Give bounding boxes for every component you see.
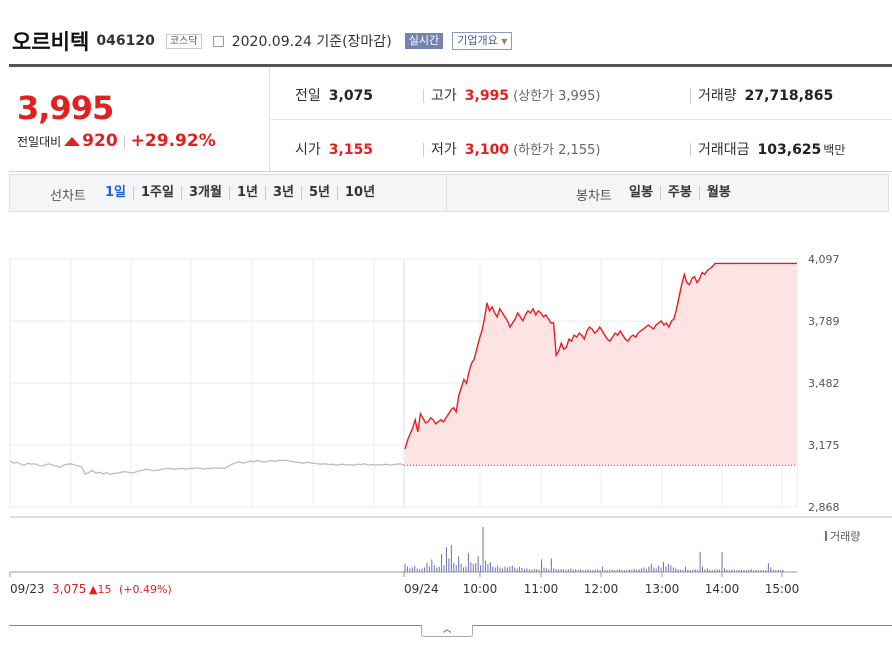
change-percent: +29.92% <box>130 131 216 151</box>
clock-icon <box>212 35 224 47</box>
prev-close-label: 전일 <box>295 88 321 104</box>
candle-chart-label: 봉차트 <box>576 189 612 204</box>
y-tick-label: 4,097 <box>808 253 840 266</box>
row-divider <box>269 119 892 120</box>
tab-daily-candle[interactable]: 일봉 <box>629 185 653 200</box>
price-chart: 4,097 3,789 3,482 3,175 2,868 거래량 09/24 10:00 11… <box>9 253 892 596</box>
prev-close-cell: 전일 3,075 <box>295 85 373 105</box>
volume-legend-label: 거래량 <box>830 530 860 543</box>
amount-label: 거래대금 <box>698 142 750 158</box>
high-label: 고가 <box>431 88 457 104</box>
divider <box>690 89 691 103</box>
tab-10year[interactable]: 10년 <box>337 186 382 200</box>
realtime-button[interactable]: 실시간 <box>404 33 444 49</box>
tab-5year[interactable]: 5년 <box>300 186 337 200</box>
divider <box>123 134 125 149</box>
low-value: 3,100 <box>464 142 510 158</box>
prev-close-value: 3,075 <box>328 88 374 104</box>
volume-legend-swatch <box>825 531 827 541</box>
up-arrow-icon <box>64 137 81 146</box>
price-summary: 3,995 전일대비 920 +29.92% 전일 3,075 고가 3,995 (상한가… <box>9 64 892 172</box>
market-badge: 코스닥 <box>165 33 202 49</box>
high-value: 3,995 <box>464 88 510 104</box>
company-overview-dropdown[interactable]: 기업개요 ▼ <box>452 32 513 50</box>
change-label: 전일대비 <box>17 135 62 149</box>
tab-1year[interactable]: 1년 <box>228 186 265 200</box>
x-tick-label: 11:00 <box>524 582 559 596</box>
open-cell: 시가 3,155 <box>295 139 373 159</box>
x-tick-label: 10:00 <box>463 582 498 596</box>
open-label: 시가 <box>295 142 321 158</box>
tab-1day[interactable]: 1일 <box>105 185 127 200</box>
divider <box>446 175 447 211</box>
prev-day-change-label: ▲15 <box>89 583 111 596</box>
x-tick-label: 09/24 <box>404 582 439 596</box>
divider <box>423 143 424 157</box>
x-tick-label: 12:00 <box>584 582 619 596</box>
tab-weekly-candle[interactable]: 주봉 <box>659 186 699 200</box>
stock-header: 오르비텍 046120 코스닥 2020.09.24 기준(장마감) 실시간 기… <box>12 26 513 54</box>
high-cell: 고가 3,995 (상한가 3,995) <box>431 85 600 105</box>
upper-limit-note: (상한가 3,995) <box>513 89 601 104</box>
lower-limit-note: (하한가 2,155) <box>513 143 601 158</box>
divider <box>690 143 691 157</box>
tab-1week[interactable]: 1주일 <box>133 186 181 200</box>
chevron-down-icon: ▼ <box>501 37 508 46</box>
y-tick-label: 3,482 <box>808 377 840 390</box>
open-value: 3,155 <box>328 142 374 158</box>
prev-day-close-label: 3,075 <box>52 582 86 596</box>
volume-label: 거래량 <box>698 88 737 104</box>
x-tick-label: 09/23 <box>10 582 45 596</box>
candle-chart-tabs: 일봉 주봉 월봉 <box>622 185 738 200</box>
divider <box>423 89 424 103</box>
tab-monthly-candle[interactable]: 월봉 <box>698 186 738 200</box>
current-price-box: 3,995 전일대비 920 +29.92% <box>9 67 270 172</box>
volume-cell: 거래량 27,718,865 <box>698 85 833 105</box>
series-intraday-area <box>405 263 797 466</box>
chevron-up-icon: ︿ <box>442 625 452 635</box>
series-prev-day-line <box>9 459 405 476</box>
tab-3year[interactable]: 3년 <box>264 186 301 200</box>
stock-code: 046120 <box>96 33 155 49</box>
y-tick-label: 2,868 <box>808 501 840 514</box>
change-amount: 920 <box>82 131 118 151</box>
low-label: 저가 <box>431 142 457 158</box>
current-price: 3,995 <box>17 89 114 127</box>
line-chart-label: 선차트 <box>50 189 86 204</box>
series-intraday-line <box>404 262 797 450</box>
y-tick-label: 3,175 <box>808 439 840 452</box>
x-tick-label: 14:00 <box>705 582 740 596</box>
amount-unit: 백만 <box>823 143 846 157</box>
volume-value: 27,718,865 <box>744 88 834 104</box>
low-cell: 저가 3,100 (하한가 2,155) <box>431 139 600 159</box>
chart-period-bar: 선차트 1일 1주일 3개월 1년 3년 5년 10년 봉차트 일봉 주봉 월봉 <box>9 174 889 212</box>
amount-cell: 거래대금 103,625 백만 <box>698 139 845 159</box>
collapse-chart-button[interactable]: ︿ <box>421 625 473 637</box>
x-tick-label: 15:00 <box>765 582 800 596</box>
change-row: 전일대비 920 +29.92% <box>17 131 216 151</box>
tab-3month[interactable]: 3개월 <box>180 186 229 200</box>
stock-name: 오르비텍 <box>12 30 90 54</box>
y-tick-label: 3,789 <box>808 315 840 328</box>
line-chart-tabs: 1일 1주일 3개월 1년 3년 5년 10년 <box>98 185 382 200</box>
amount-value: 103,625 <box>757 142 822 158</box>
x-tick-label: 13:00 <box>645 582 680 596</box>
as-of-text: 2020.09.24 기준(장마감) <box>231 34 392 50</box>
prev-day-pct-label: (+0.49%) <box>119 583 172 596</box>
company-overview-label: 기업개요 <box>457 34 498 47</box>
